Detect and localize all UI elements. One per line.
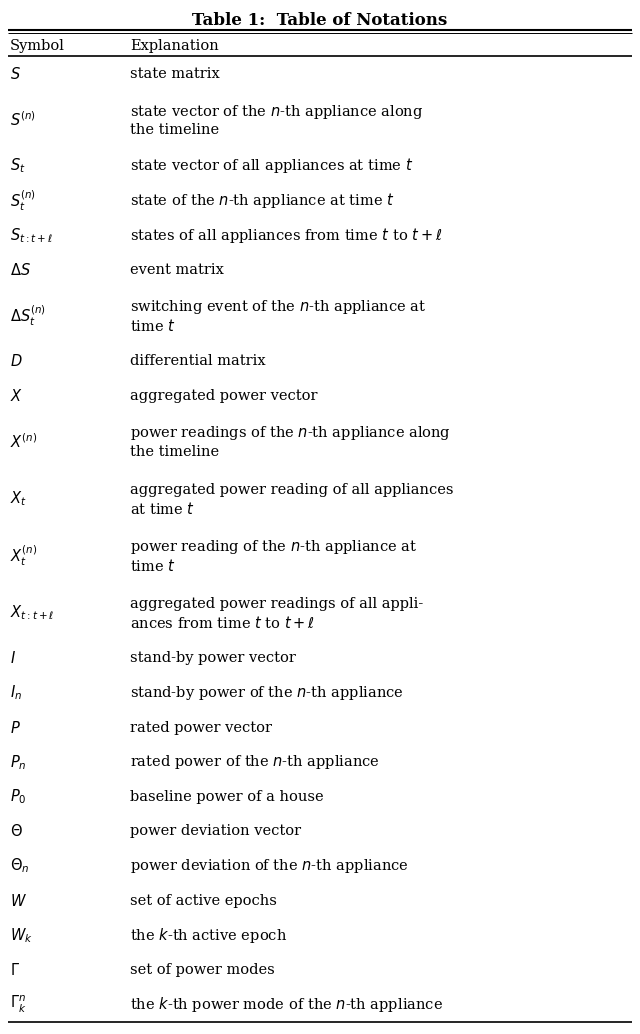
- Text: stand-by power of the $n$-th appliance: stand-by power of the $n$-th appliance: [130, 683, 404, 702]
- Text: the $k$-th active epoch: the $k$-th active epoch: [130, 925, 287, 945]
- Text: Symbol: Symbol: [10, 39, 65, 53]
- Text: states of all appliances from time $t$ to $t+\ell$: states of all appliances from time $t$ t…: [130, 225, 442, 245]
- Text: the timeline: the timeline: [130, 123, 219, 138]
- Text: $\Gamma$: $\Gamma$: [10, 962, 20, 978]
- Text: Explanation: Explanation: [130, 39, 219, 53]
- Text: stand-by power vector: stand-by power vector: [130, 651, 296, 665]
- Text: $X$: $X$: [10, 388, 23, 404]
- Text: $I$: $I$: [10, 650, 16, 666]
- Text: power readings of the $n$-th appliance along: power readings of the $n$-th appliance a…: [130, 424, 451, 443]
- Text: time $t$: time $t$: [130, 317, 176, 334]
- Text: aggregated power reading of all appliances: aggregated power reading of all applianc…: [130, 483, 454, 497]
- Text: $W$: $W$: [10, 892, 27, 909]
- Text: state vector of all appliances at time $t$: state vector of all appliances at time $…: [130, 156, 413, 176]
- Text: rated power vector: rated power vector: [130, 721, 272, 734]
- Text: $S_{t:t+\ell}$: $S_{t:t+\ell}$: [10, 225, 53, 244]
- Text: power deviation vector: power deviation vector: [130, 824, 301, 839]
- Text: ances from time $t$ to $t+\ell$: ances from time $t$ to $t+\ell$: [130, 614, 315, 631]
- Text: $X_{t:t+\ell}$: $X_{t:t+\ell}$: [10, 603, 54, 621]
- Text: $\Gamma_k^n$: $\Gamma_k^n$: [10, 994, 27, 1015]
- Text: state of the $n$-th appliance at time $t$: state of the $n$-th appliance at time $t…: [130, 191, 394, 210]
- Text: set of active epochs: set of active epochs: [130, 893, 277, 908]
- Text: $\Theta_n$: $\Theta_n$: [10, 857, 29, 876]
- Text: power deviation of the $n$-th appliance: power deviation of the $n$-th appliance: [130, 857, 409, 875]
- Text: $\Delta S_t^{(n)}$: $\Delta S_t^{(n)}$: [10, 303, 46, 328]
- Text: $D$: $D$: [10, 354, 22, 369]
- Text: state vector of the $n$-th appliance along: state vector of the $n$-th appliance alo…: [130, 102, 424, 121]
- Text: power reading of the $n$-th appliance at: power reading of the $n$-th appliance at: [130, 539, 417, 556]
- Text: $X_t$: $X_t$: [10, 489, 27, 508]
- Text: $S^{(n)}$: $S^{(n)}$: [10, 111, 36, 129]
- Text: event matrix: event matrix: [130, 263, 224, 277]
- Text: set of power modes: set of power modes: [130, 963, 275, 977]
- Text: $W_k$: $W_k$: [10, 926, 33, 945]
- Text: Table 1:  Table of Notations: Table 1: Table of Notations: [193, 11, 447, 29]
- Text: baseline power of a house: baseline power of a house: [130, 790, 324, 803]
- Text: at time $t$: at time $t$: [130, 500, 195, 517]
- Text: rated power of the $n$-th appliance: rated power of the $n$-th appliance: [130, 753, 380, 771]
- Text: $S$: $S$: [10, 66, 21, 83]
- Text: aggregated power vector: aggregated power vector: [130, 389, 317, 403]
- Text: $I_n$: $I_n$: [10, 683, 22, 702]
- Text: $P$: $P$: [10, 720, 20, 735]
- Text: $P_0$: $P_0$: [10, 788, 27, 807]
- Text: the $k$-th power mode of the $n$-th appliance: the $k$-th power mode of the $n$-th appl…: [130, 995, 443, 1014]
- Text: $\Delta S$: $\Delta S$: [10, 262, 31, 278]
- Text: differential matrix: differential matrix: [130, 355, 266, 368]
- Text: switching event of the $n$-th appliance at: switching event of the $n$-th appliance …: [130, 298, 426, 316]
- Text: $S_t^{(n)}$: $S_t^{(n)}$: [10, 188, 36, 213]
- Text: $S_t$: $S_t$: [10, 156, 26, 175]
- Text: $\Theta$: $\Theta$: [10, 823, 23, 840]
- Text: $X^{(n)}$: $X^{(n)}$: [10, 432, 37, 451]
- Text: aggregated power readings of all appli-: aggregated power readings of all appli-: [130, 598, 423, 611]
- Text: $X_t^{(n)}$: $X_t^{(n)}$: [10, 543, 37, 568]
- Text: time $t$: time $t$: [130, 557, 176, 574]
- Text: the timeline: the timeline: [130, 445, 219, 459]
- Text: state matrix: state matrix: [130, 67, 220, 82]
- Text: $P_n$: $P_n$: [10, 753, 27, 771]
